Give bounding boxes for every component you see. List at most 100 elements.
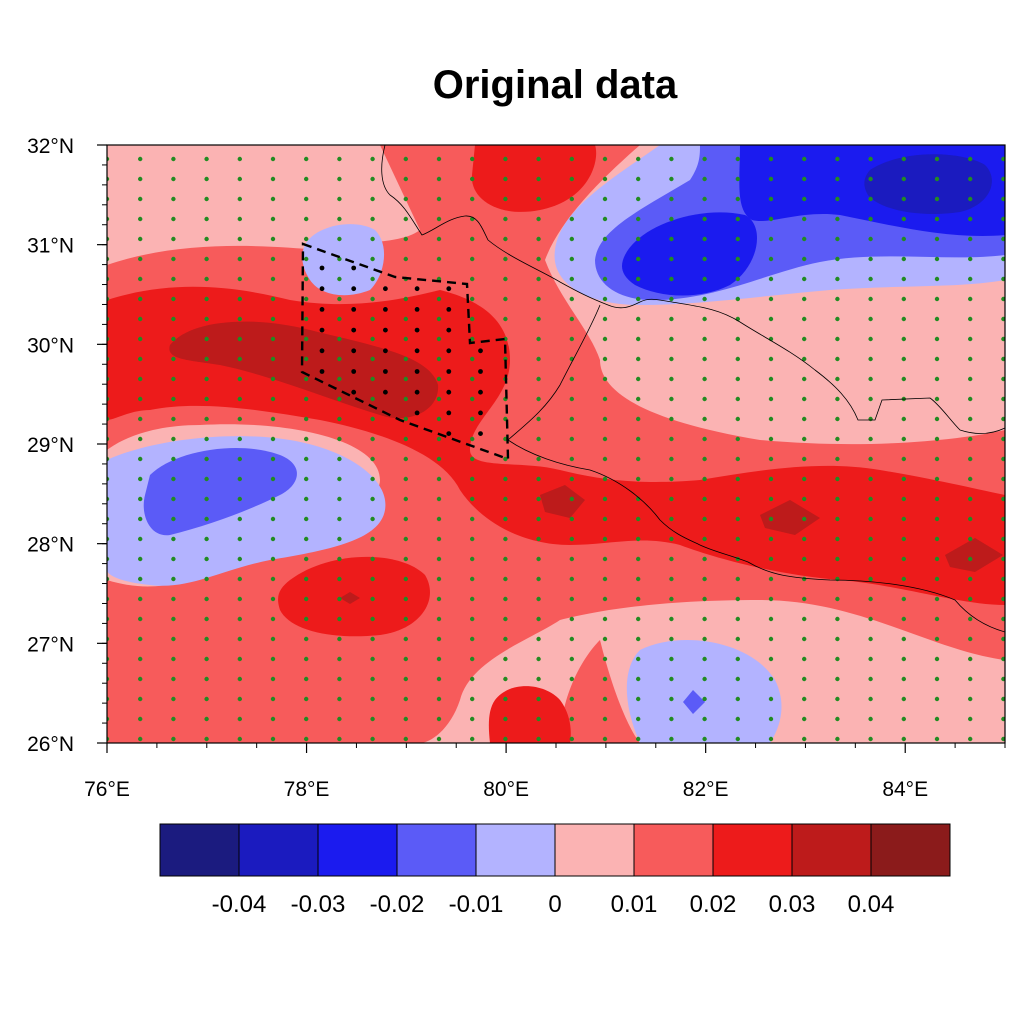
stipple-dot <box>968 556 973 562</box>
colorbar-swatch <box>238 823 319 877</box>
stipple-dot <box>171 176 176 182</box>
stipple-dot <box>403 416 408 422</box>
stipple-dot <box>171 596 176 602</box>
stipple-dot <box>602 336 608 342</box>
stipple-dot <box>171 316 176 322</box>
stipple-dot <box>768 156 774 162</box>
stipple-dot <box>602 356 608 362</box>
stipple-dot <box>237 696 242 702</box>
stipple-dot <box>171 556 176 562</box>
stipple-dot <box>768 376 774 382</box>
stipple-dot <box>370 296 375 302</box>
stipple-dot <box>171 256 176 262</box>
stipple-dot <box>868 596 873 602</box>
stipple-dot <box>901 596 906 602</box>
stipple-dot <box>237 556 242 562</box>
stipple-dot <box>536 736 541 742</box>
stipple-dot <box>569 616 574 622</box>
stipple-dot <box>868 216 873 222</box>
contour-fill-0.02-south <box>488 686 571 743</box>
stipple-dot <box>470 536 475 542</box>
stipple-dot <box>835 336 840 342</box>
stipple-dot <box>403 516 408 522</box>
stipple-dot <box>171 216 176 222</box>
stipple-dot <box>237 256 242 262</box>
stipple-dot <box>702 716 707 722</box>
stipple-dot <box>204 156 209 162</box>
stipple-dot <box>868 276 873 282</box>
stipple-dot <box>602 236 608 242</box>
colorbar-label: -0.02 <box>370 891 425 918</box>
stipple-dot <box>868 636 873 642</box>
stipple-dot <box>835 636 840 642</box>
stipple-dot <box>735 576 740 582</box>
stipple-dot <box>968 356 973 362</box>
stipple-dot <box>337 316 342 322</box>
stipple-dot <box>337 296 342 302</box>
stipple-dot <box>901 736 906 742</box>
stipple-dot <box>835 316 840 322</box>
stipple-dot <box>569 476 574 482</box>
stipple-dot <box>403 376 408 382</box>
stipple-dot <box>868 656 873 662</box>
stipple-dot <box>204 416 209 422</box>
stipple-dot <box>204 596 209 602</box>
stipple-dot <box>868 456 873 462</box>
stipple-dot <box>403 736 408 742</box>
contour-fill-0.02-north <box>471 145 597 212</box>
stipple-dot <box>1001 716 1005 722</box>
stipple-dot <box>868 716 873 722</box>
stipple-dot <box>503 696 508 702</box>
stipple-dot <box>702 476 707 482</box>
stipple-dot <box>702 276 707 282</box>
stipple-dot <box>204 336 209 342</box>
colorbar-swatch <box>554 823 635 877</box>
stipple-dot <box>901 656 906 662</box>
stipple-dot <box>470 156 475 162</box>
stipple-dot <box>204 656 209 662</box>
stipple-dot <box>569 196 574 202</box>
stipple-dot <box>204 236 209 242</box>
stipple-dot <box>138 616 143 622</box>
stipple-dot <box>802 536 807 542</box>
stipple-dot <box>436 236 442 242</box>
stipple-dot <box>569 436 574 442</box>
stipple-dot <box>1001 196 1005 202</box>
stipple-dot <box>503 736 508 742</box>
stipple-dot <box>436 376 442 382</box>
stipple-dot <box>370 236 375 242</box>
stipple-dot <box>636 296 641 302</box>
region-dot <box>319 307 325 312</box>
stipple-dot <box>204 636 209 642</box>
stipple-dot <box>702 336 707 342</box>
stipple-dot <box>768 256 774 262</box>
stipple-dot <box>868 576 873 582</box>
stipple-dot <box>337 696 342 702</box>
stipple-dot <box>636 396 641 402</box>
stipple-dot <box>702 356 707 362</box>
stipple-dot <box>768 236 774 242</box>
stipple-dot <box>503 716 508 722</box>
stipple-dot <box>802 236 807 242</box>
stipple-dot <box>569 596 574 602</box>
stipple-dot <box>337 276 342 282</box>
stipple-dot <box>204 296 209 302</box>
stipple-dot <box>237 236 242 242</box>
stipple-dot <box>370 436 375 442</box>
stipple-dot <box>370 496 375 502</box>
stipple-dot <box>270 256 276 262</box>
x-tick-label: 78°E <box>284 778 330 801</box>
stipple-dot <box>702 556 707 562</box>
stipple-dot <box>337 516 342 522</box>
stipple-dot <box>802 596 807 602</box>
region-dot <box>414 389 420 395</box>
stipple-dot <box>403 616 408 622</box>
y-tick-label: 29°N <box>27 434 74 457</box>
stipple-dot <box>138 656 143 662</box>
stipple-dot <box>403 256 408 262</box>
stipple-dot <box>868 696 873 702</box>
stipple-dot <box>901 216 906 222</box>
stipple-dot <box>503 196 508 202</box>
stipple-dot <box>602 376 608 382</box>
stipple-dot <box>602 556 608 562</box>
